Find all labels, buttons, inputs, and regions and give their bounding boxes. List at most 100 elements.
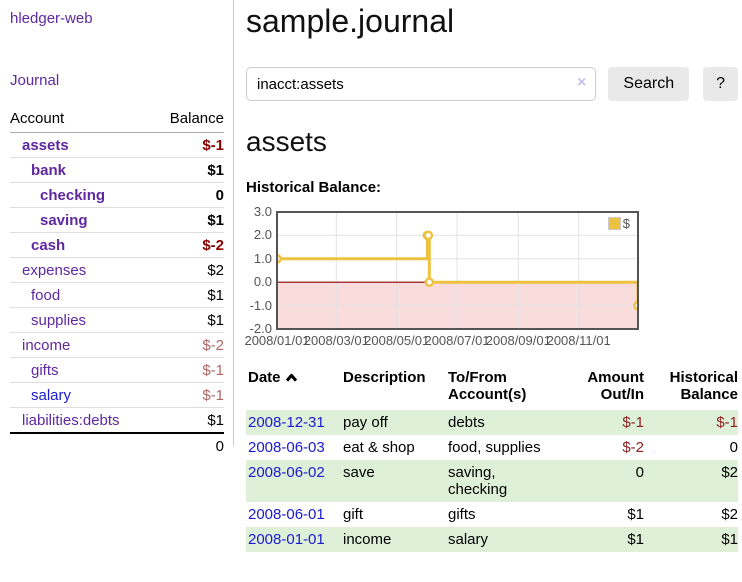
chart-y-tick: 1.0 xyxy=(253,250,272,266)
chart-x-tick: 2008/09/01 xyxy=(485,333,551,348)
account-link-cash[interactable]: cash xyxy=(31,237,66,254)
transaction-description: eat & shop xyxy=(343,439,415,456)
account-link-bank[interactable]: bank xyxy=(31,162,67,179)
account-row: bank $1 xyxy=(10,157,224,183)
chart-y-tick: 0.0 xyxy=(253,274,272,290)
account-row: expenses $2 xyxy=(10,257,224,283)
transaction-date-link[interactable]: 2008-06-01 xyxy=(248,506,325,523)
account-balance: 0 xyxy=(153,182,224,208)
account-link-supplies[interactable]: supplies xyxy=(31,312,87,329)
account-balance: $-1 xyxy=(153,382,224,408)
account-link-income[interactable]: income xyxy=(22,337,71,354)
transaction-amount: 0 xyxy=(635,464,644,481)
account-balance: $1 xyxy=(153,307,224,333)
transaction-description: save xyxy=(343,464,375,481)
transaction-balance: $1 xyxy=(721,531,738,548)
account-row: supplies $1 xyxy=(10,307,224,333)
account-link-assets[interactable]: assets xyxy=(22,137,69,154)
help-button[interactable]: ? xyxy=(703,67,738,101)
account-balance: $1 xyxy=(207,412,224,429)
account-row: income $-2 xyxy=(10,332,224,358)
account-link-food[interactable]: food xyxy=(31,287,61,304)
transaction-date-link[interactable]: 2008-06-02 xyxy=(248,464,325,481)
clear-search-icon[interactable]: × xyxy=(577,74,587,91)
transaction-amount: $1 xyxy=(627,506,644,523)
register-header-amount: Amount Out/In xyxy=(587,369,644,403)
account-balance: $-1 xyxy=(153,357,224,383)
register-header-accounts: To/From Account(s) xyxy=(448,369,527,403)
register-header-description: Description xyxy=(343,369,426,386)
balance-chart: 3.0 2.0 1.0 0.0 -1.0 -2.0 2008/01/01 2008/03/0… xyxy=(244,203,639,351)
account-row: liabilities:debts $1 xyxy=(10,408,224,434)
transaction-balance: 0 xyxy=(729,439,738,456)
app-title-link[interactable]: hledger-web xyxy=(10,10,93,27)
chart-heading: Historical Balance: xyxy=(246,179,382,196)
transaction-description: gift xyxy=(343,506,364,523)
search-button[interactable]: Search xyxy=(608,67,690,101)
transaction-date-link[interactable]: 2008-12-31 xyxy=(248,414,325,431)
transaction-description: pay off xyxy=(343,414,388,431)
main-content: sample.journal × Search ? assets Histori… xyxy=(244,0,738,552)
register-header-date[interactable]: Date xyxy=(246,367,343,410)
chart-x-tick: 2008/01/01 xyxy=(244,333,310,348)
transaction-balance: $2 xyxy=(721,464,738,481)
transaction-accounts: salary xyxy=(448,531,489,548)
account-row: saving $1 xyxy=(10,207,224,233)
account-row: cash $-2 xyxy=(10,232,224,258)
account-balance: $1 xyxy=(153,157,224,183)
register-row: 2008-06-01 gift gifts $1 $2 xyxy=(246,502,738,527)
chart-plot-area xyxy=(276,211,639,330)
transaction-amount: $1 xyxy=(627,531,644,548)
account-balance: $1 xyxy=(153,282,224,308)
account-balance: $1 xyxy=(153,207,224,233)
account-balance: $-2 xyxy=(153,232,224,258)
transaction-accounts: saving, checking xyxy=(448,464,508,498)
chart-x-tick: 2008/03/01 xyxy=(303,333,369,348)
accounts-header-balance: Balance xyxy=(153,108,224,133)
account-row: food $1 xyxy=(10,282,224,308)
transaction-accounts: food, supplies xyxy=(448,439,541,456)
transaction-amount: $-2 xyxy=(622,439,644,456)
account-link-checking[interactable]: checking xyxy=(40,187,106,204)
page-title: sample.journal xyxy=(246,3,455,39)
account-link-saving[interactable]: saving xyxy=(40,212,88,229)
account-link-gifts[interactable]: gifts xyxy=(31,362,59,379)
transaction-description: income xyxy=(343,531,392,548)
register-row: 2008-01-01 income salary $1 $1 xyxy=(246,527,738,552)
transaction-balance: $-1 xyxy=(716,414,738,431)
legend-label: $ xyxy=(622,216,630,231)
chart-y-tick: 3.0 xyxy=(253,204,272,219)
account-balance: $2 xyxy=(153,257,224,283)
account-link-expenses[interactable]: expenses xyxy=(22,262,87,279)
accounts-total-value: 0 xyxy=(153,432,224,458)
register-row: 2008-06-03 eat & shop food, supplies $-2… xyxy=(246,435,738,460)
account-balance: $-1 xyxy=(153,132,224,158)
account-row: gifts $-1 xyxy=(10,357,224,383)
transaction-date-link[interactable]: 2008-06-03 xyxy=(248,439,325,456)
search-input[interactable] xyxy=(246,67,597,101)
legend-swatch-icon xyxy=(607,217,621,230)
register-table: Date Description To/From Account(s) Amou… xyxy=(246,367,738,552)
transaction-amount: $-1 xyxy=(622,414,644,431)
accounts-table: Account Balance assets $-1 bank $1 checkin… xyxy=(10,108,224,458)
chart-y-tick: -2.0 xyxy=(249,321,272,336)
register-row: 2008-12-31 pay off debts $-1 $-1 xyxy=(246,410,738,435)
transaction-date-link[interactable]: 2008-01-01 xyxy=(248,531,325,548)
sidebar-item-journal[interactable]: Journal xyxy=(10,72,60,89)
chart-x-tick: 2008/05/01 xyxy=(364,333,430,348)
accounts-total-row: 0 xyxy=(10,432,224,458)
account-balance: $-2 xyxy=(153,332,224,358)
account-row: assets $-1 xyxy=(10,132,224,158)
account-row: salary $-1 xyxy=(10,382,224,408)
register-row: 2008-06-02 save saving, checking 0 $2 xyxy=(246,460,738,502)
account-link-liabilities-debts[interactable]: liabilities:debts xyxy=(22,412,120,429)
chart-x-tick: 2008/11/01 xyxy=(546,333,611,348)
chart-x-tick: 2008/07/01 xyxy=(424,333,490,348)
register-header-balance: Historical Balance xyxy=(669,369,738,403)
chart-y-tick: 2.0 xyxy=(253,227,272,243)
transaction-accounts: gifts xyxy=(448,506,476,523)
account-link-salary[interactable]: salary xyxy=(31,387,72,404)
transaction-balance: $2 xyxy=(721,506,738,523)
chart-y-tick: -1.0 xyxy=(249,297,272,313)
accounts-header-account: Account xyxy=(10,108,154,133)
